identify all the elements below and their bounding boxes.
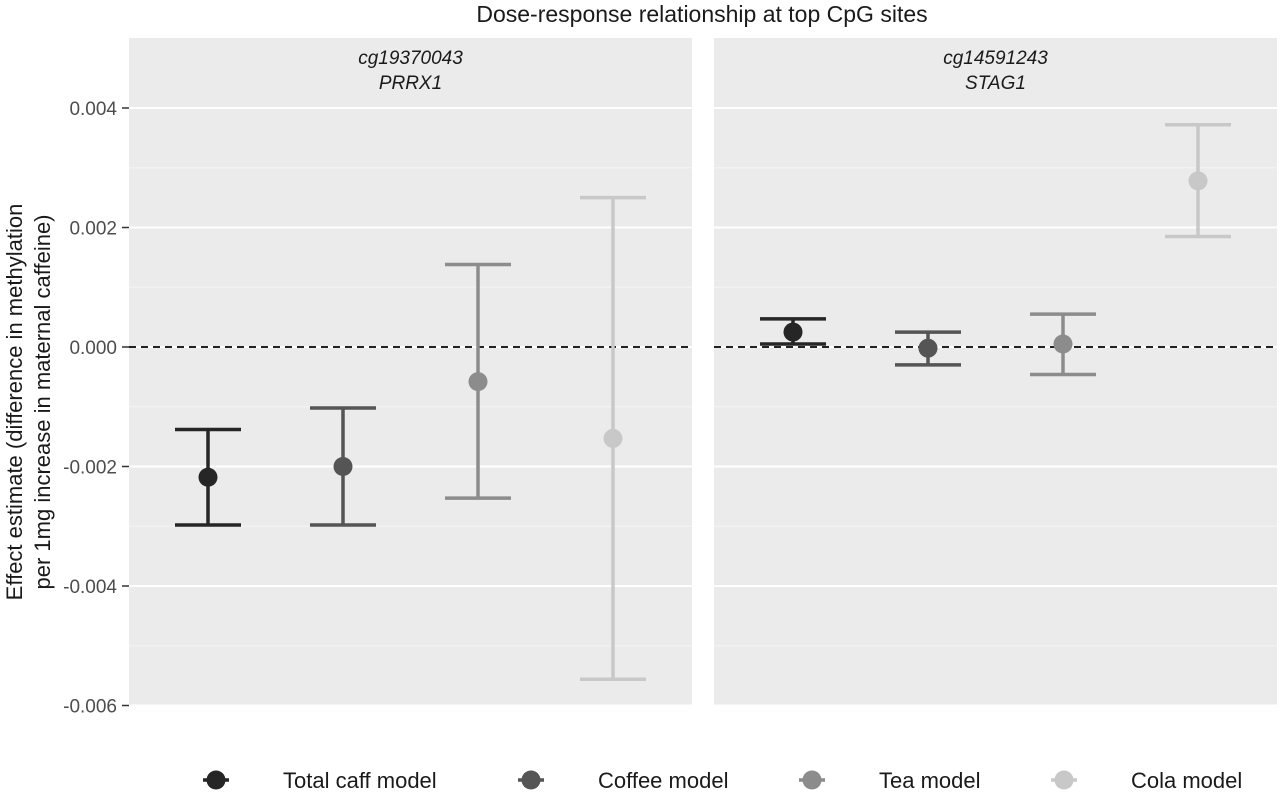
y-tick-label: -0.006: [63, 697, 117, 718]
panel-cpg-label: cg19370043: [358, 48, 463, 69]
y-tick-label: 0.004: [69, 99, 117, 120]
data-point: [783, 322, 803, 342]
y-axis-label: Effect estimate (difference in methylati…: [2, 204, 55, 601]
data-point: [1188, 171, 1208, 191]
panel-gene-label: STAG1: [965, 73, 1026, 94]
data-point: [1053, 334, 1073, 354]
y-axis: 0.004 0.002 0.000 -0.002 -0.004 -0.006: [63, 99, 129, 718]
data-point: [468, 372, 488, 392]
y-tick-label: 0.002: [69, 219, 117, 240]
data-point-group: [310, 406, 376, 527]
legend-key-point: [206, 770, 226, 790]
legend-item: Cola model: [1051, 768, 1242, 793]
legend-item: Tea model: [799, 768, 981, 793]
data-point-group: [895, 330, 961, 367]
panel-gene-label: PRRX1: [379, 73, 442, 94]
panels-layer: cg19370043 PRRX1 cg14591243 STAG1: [129, 38, 1277, 707]
data-point-group: [445, 262, 511, 500]
y-tick-label: -0.002: [63, 458, 117, 479]
panel-background: [714, 38, 1277, 706]
y-tick-label: 0.000: [69, 338, 117, 359]
data-point-group: [1030, 312, 1096, 377]
chart-title: Dose-response relationship at top CpG si…: [476, 1, 927, 27]
y-axis-label-line1: Effect estimate (difference in methylati…: [2, 204, 27, 601]
panel-prrx1: cg19370043 PRRX1: [129, 38, 692, 707]
legend-label: Cola model: [1131, 768, 1242, 793]
legend-label: Tea model: [879, 768, 981, 793]
panel-stag1: cg14591243 STAG1: [714, 38, 1277, 707]
legend-key-point: [802, 770, 822, 790]
y-tick-label: -0.004: [63, 577, 117, 598]
y-axis-label-line2: per 1mg increase in maternal caffeine): [30, 214, 55, 589]
data-point: [603, 428, 623, 448]
legend: Total caff model Coffee model Tea model Col…: [203, 768, 1242, 793]
data-point: [198, 467, 218, 487]
panel-strip-label: cg19370043 PRRX1: [358, 48, 463, 94]
legend-key-point: [1054, 770, 1074, 790]
data-point-group: [175, 427, 241, 527]
panel-background: [129, 38, 692, 706]
legend-item: Total caff model: [203, 768, 437, 793]
data-point-group: [760, 317, 826, 346]
data-point-group: [1165, 122, 1231, 239]
panel-cpg-label: cg14591243: [943, 48, 1048, 69]
data-point-group: [580, 195, 646, 681]
legend-label: Coffee model: [598, 768, 728, 793]
panel-strip-label: cg14591243 STAG1: [943, 48, 1048, 94]
legend-key-point: [521, 770, 541, 790]
data-point: [918, 338, 938, 358]
data-point: [333, 457, 353, 476]
legend-label: Total caff model: [283, 768, 437, 793]
legend-item: Coffee model: [518, 768, 728, 793]
